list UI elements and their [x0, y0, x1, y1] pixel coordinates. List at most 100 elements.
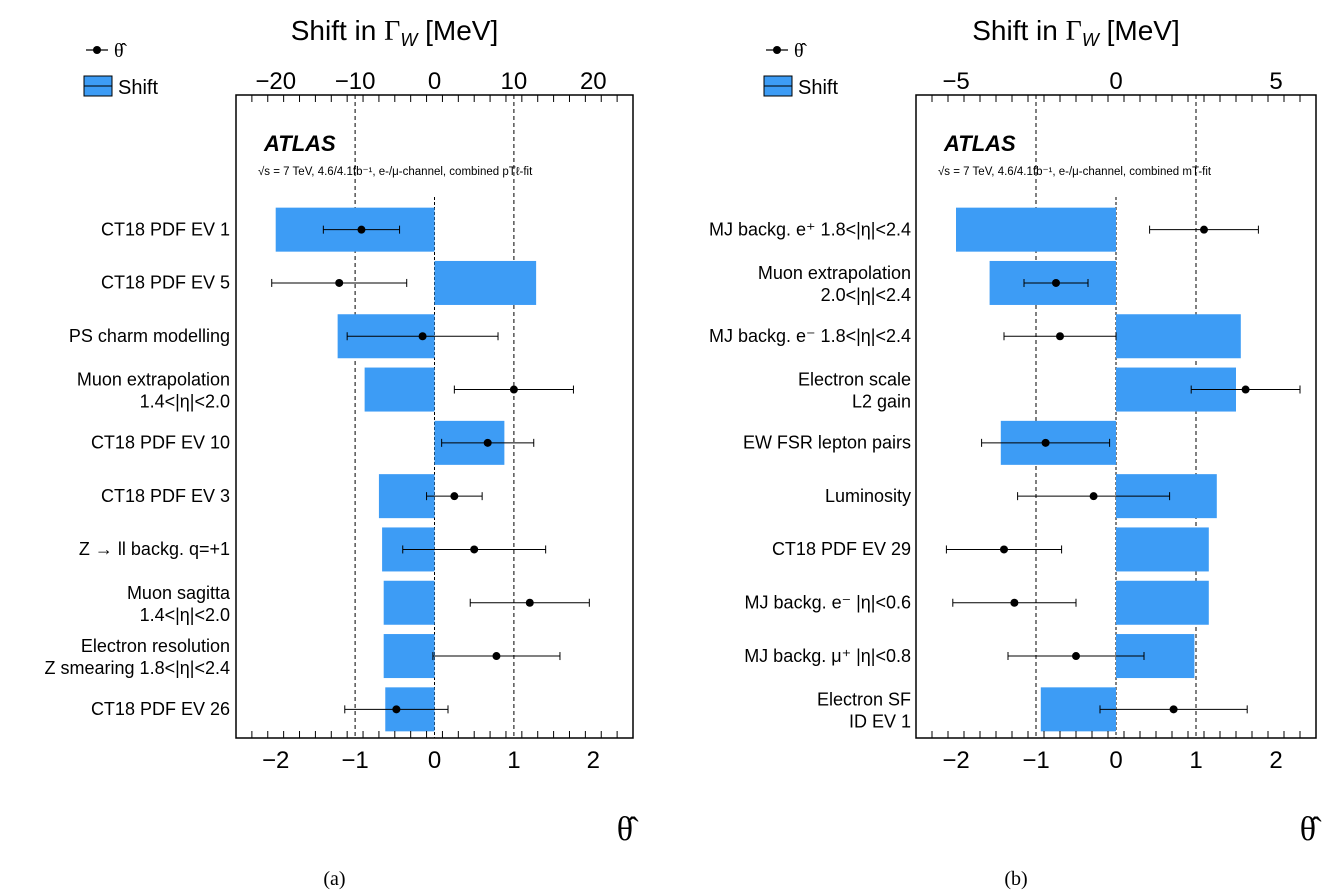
theta-point	[392, 705, 401, 714]
shift-bar	[378, 474, 435, 519]
shift-bar	[956, 207, 1116, 252]
category-label: CT18 PDF EV 3	[101, 486, 230, 506]
category-label: Electron scale L2 gain	[798, 370, 911, 412]
shift-bar	[1116, 314, 1241, 359]
bottom-tick-label: 0	[428, 747, 441, 774]
panel-label: (a)	[323, 868, 345, 890]
theta-point	[1200, 225, 1208, 234]
category-label: CT18 PDF EV 10	[91, 433, 230, 453]
theta-point	[509, 385, 518, 394]
legend-point-label: θ̂	[114, 40, 128, 62]
bottom-tick-label: 0	[1109, 747, 1122, 774]
category-label-line: Muon extrapolation	[758, 263, 911, 283]
top-tick-label: −10	[335, 68, 376, 95]
category-label: CT18 PDF EV 26	[91, 699, 230, 719]
category-label: Muon extrapolation 2.0<|η|<2.4	[758, 263, 911, 305]
bottom-tick-label: 1	[1189, 747, 1202, 774]
shift-bar	[364, 367, 435, 412]
legend-point-label: θ̂	[794, 40, 808, 62]
top-tick-label: 10	[501, 68, 528, 95]
legend-bar-label: Shift	[798, 77, 838, 99]
category-label-line: Electron SF	[817, 689, 911, 709]
category-label: Luminosity	[825, 486, 911, 506]
bottom-axis-label: θ̂	[1300, 811, 1322, 848]
category-label: CT18 PDF EV 1	[101, 219, 230, 239]
category-label: MJ backg. μ⁺ |η|<0.8	[744, 646, 911, 666]
top-axis-label-subscript: W	[1082, 30, 1101, 50]
category-label: MJ backg. e⁻ 1.8<|η|<2.4	[709, 326, 911, 346]
legend-point-marker	[773, 46, 781, 54]
panel-label: (b)	[1004, 868, 1027, 890]
category-label: MJ backg. e⁻ |η|<0.6	[745, 593, 911, 613]
top-tick-label: 5	[1269, 68, 1282, 95]
category-label: Electron SF ID EV 1	[817, 689, 911, 731]
category-label: Muon extrapolation 1.4<|η|<2.0	[77, 370, 230, 412]
theta-point	[1041, 438, 1050, 447]
top-axis-label-symbol: Γ	[1066, 16, 1082, 47]
chart-panel-a: CT18 PDF EV 1 CT18 PDF EV 5 PS charm model…	[45, 15, 639, 890]
theta-point	[492, 652, 501, 661]
top-axis-label-text: Shift in	[972, 15, 1065, 46]
top-tick-label: −20	[255, 68, 296, 95]
bottom-tick-label: −2	[942, 747, 969, 774]
plot-frame	[915, 94, 1317, 739]
theta-point	[483, 438, 492, 447]
energy-annotation: √s = 7 TeV, 4.6/4.1fb⁻¹, e-/μ-channel, c…	[938, 165, 1212, 178]
shift-bar	[1116, 580, 1209, 625]
theta-point	[1072, 652, 1080, 661]
category-label-line: Z smearing 1.8<|η|<2.4	[45, 658, 230, 678]
bottom-tick-label: −1	[341, 747, 368, 774]
category-label-line: Electron scale	[798, 370, 911, 390]
top-tick-label: 0	[1109, 68, 1122, 95]
chart-panel-b: MJ backg. e⁺ 1.8<|η|<2.4 Muon extrapolati…	[709, 15, 1322, 890]
experiment-label: ATLAS	[263, 131, 336, 156]
shift-bar	[434, 260, 537, 305]
top-axis-label-text: Shift in	[291, 15, 384, 46]
bottom-tick-label: 1	[507, 747, 520, 774]
experiment-label: ATLAS	[943, 131, 1016, 156]
top-axis-label-subscript: W	[400, 30, 419, 50]
top-tick-label: 20	[580, 68, 607, 95]
theta-point	[1089, 492, 1098, 501]
bottom-tick-label: −2	[262, 747, 289, 774]
category-label: EW FSR lepton pairs	[743, 433, 911, 453]
category-label-line: Muon extrapolation	[77, 370, 230, 390]
top-axis-label: Shift in ΓW [MeV]	[291, 15, 499, 50]
category-label-line: 1.4<|η|<2.0	[140, 392, 230, 412]
top-tick-label: −5	[942, 68, 969, 95]
shift-bar	[383, 634, 435, 679]
theta-point	[357, 225, 366, 234]
theta-point	[450, 492, 459, 501]
top-axis-label-unit: [MeV]	[417, 15, 498, 46]
theta-point	[1000, 545, 1008, 554]
category-label: CT18 PDF EV 29	[772, 539, 911, 559]
category-label-line: 2.0<|η|<2.4	[821, 285, 911, 305]
category-label-line: Electron resolution	[81, 636, 230, 656]
shift-bar	[1116, 527, 1209, 572]
theta-point	[525, 598, 534, 607]
bottom-tick-label: 2	[587, 747, 600, 774]
theta-point	[1052, 278, 1060, 287]
top-axis-label-unit: [MeV]	[1099, 15, 1180, 46]
top-tick-label: 0	[428, 68, 441, 95]
category-label-line: ID EV 1	[849, 711, 911, 731]
category-label-line: L2 gain	[852, 392, 911, 412]
category-label: Electron resolution Z smearing 1.8<|η|<2.…	[45, 636, 230, 678]
category-label-line: Muon sagitta	[127, 583, 231, 603]
top-axis-label-symbol: Γ	[384, 16, 400, 47]
bottom-tick-label: −1	[1022, 747, 1049, 774]
theta-point	[1010, 598, 1019, 607]
theta-point	[1056, 332, 1064, 341]
category-label: PS charm modelling	[69, 326, 230, 346]
top-axis-label: Shift in ΓW [MeV]	[972, 15, 1180, 50]
category-label: Muon sagitta 1.4<|η|<2.0	[127, 583, 231, 625]
theta-point	[1169, 705, 1178, 714]
theta-point	[470, 545, 479, 554]
category-label: MJ backg. e⁺ 1.8<|η|<2.4	[709, 219, 911, 239]
theta-point	[418, 332, 427, 341]
legend-bar-label: Shift	[118, 77, 158, 99]
category-label-line: 1.4<|η|<2.0	[140, 605, 230, 625]
legend-point-marker	[93, 46, 101, 54]
plot-frame	[235, 94, 634, 739]
